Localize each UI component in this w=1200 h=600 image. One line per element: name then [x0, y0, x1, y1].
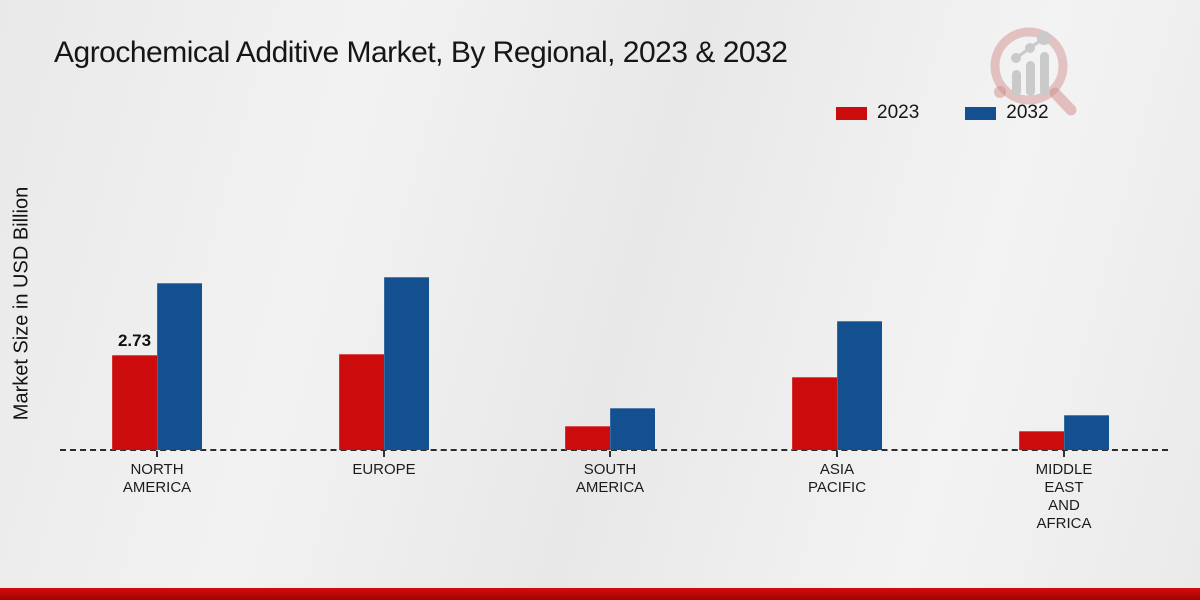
- bar-2032-south-america[interactable]: [610, 408, 655, 450]
- bar-2032-north-america[interactable]: [157, 283, 202, 450]
- x-axis-line: [60, 449, 1168, 451]
- axis-tick: [609, 451, 611, 457]
- legend-item-2023[interactable]: 2023: [836, 102, 919, 124]
- chart-title: Agrochemical Additive Market, By Regiona…: [54, 36, 788, 69]
- axis-tick: [156, 451, 158, 457]
- magnifier-bar-chart-logo: [982, 26, 1090, 118]
- bar-2023-europe[interactable]: [339, 354, 384, 450]
- footer-red-strip: [0, 588, 1200, 600]
- legend-label: 2032: [1006, 102, 1049, 123]
- bar-2023-south-america[interactable]: [565, 426, 610, 450]
- bar-2023-middle-east-and-africa[interactable]: [1019, 431, 1064, 450]
- legend-item-2032[interactable]: 2032: [965, 102, 1049, 124]
- legend-label: 2023: [877, 102, 920, 123]
- category-label: ASIA PACIFIC: [807, 461, 867, 496]
- category-label: MIDDLE EAST AND AFRICA: [1035, 461, 1093, 532]
- category-label: EUROPE: [352, 461, 416, 478]
- bar-2023-north-america[interactable]: [112, 355, 157, 450]
- axis-tick: [1063, 451, 1065, 457]
- bar-2032-europe[interactable]: [384, 277, 429, 450]
- bar-2023-asia-pacific[interactable]: [792, 377, 837, 450]
- axis-tick: [383, 451, 385, 457]
- bar-2032-asia-pacific[interactable]: [837, 321, 882, 450]
- legend: 2023 2032: [836, 102, 1049, 124]
- magnifier-handle: [1049, 87, 1077, 116]
- legend-swatch-2023: [836, 106, 867, 120]
- data-label: 2.73: [117, 331, 152, 350]
- axis-tick: [836, 451, 838, 457]
- category-label: NORTH AMERICA: [122, 461, 192, 496]
- category-label: SOUTH AMERICA: [575, 461, 645, 496]
- legend-swatch-2032: [965, 106, 997, 120]
- magnifier-ring: [990, 27, 1068, 105]
- bar-2032-middle-east-and-africa[interactable]: [1064, 415, 1109, 450]
